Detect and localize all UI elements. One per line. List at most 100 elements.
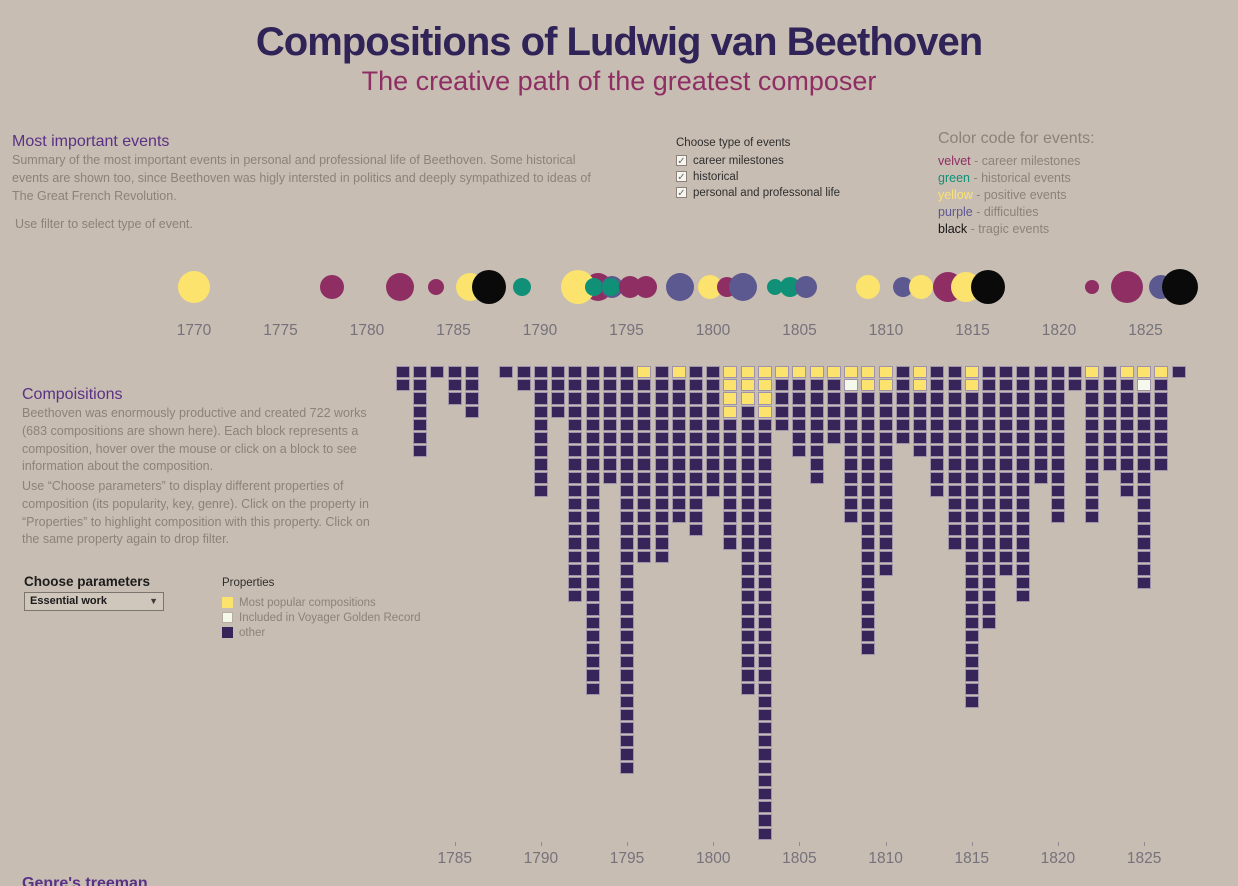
composition-block-1791[interactable] [551, 366, 566, 379]
composition-block-1789[interactable] [516, 379, 531, 392]
event-bubble-1789-green[interactable] [513, 278, 531, 296]
event-bubble-1804-green[interactable] [767, 279, 783, 295]
composition-block-1803[interactable] [757, 801, 772, 814]
composition-block-1806[interactable] [809, 366, 824, 379]
composition-block-1795[interactable] [620, 629, 635, 642]
composition-block-1792[interactable] [568, 577, 583, 590]
composition-block-1799[interactable] [688, 511, 703, 524]
composition-block-1798[interactable] [671, 379, 686, 392]
composition-block-1793[interactable] [585, 392, 600, 405]
composition-block-1822[interactable] [1085, 379, 1100, 392]
event-type-checkbox-personal[interactable]: ✓ personal and professonal life [676, 185, 840, 200]
composition-block-1796[interactable] [637, 431, 652, 445]
composition-block-1818[interactable] [1016, 524, 1031, 537]
composition-block-1824[interactable] [1119, 392, 1134, 405]
composition-block-1803[interactable] [757, 524, 772, 537]
composition-block-1825[interactable] [1137, 563, 1152, 576]
composition-block-1806[interactable] [809, 431, 824, 445]
composition-block-1792[interactable] [568, 550, 583, 563]
composition-block-1826[interactable] [1154, 392, 1169, 405]
composition-block-1808[interactable] [844, 497, 859, 511]
composition-block-1803[interactable] [757, 366, 772, 379]
composition-block-1801[interactable] [723, 484, 738, 497]
composition-block-1813[interactable] [930, 405, 945, 418]
composition-block-1808[interactable] [844, 418, 859, 431]
composition-block-1799[interactable] [688, 405, 703, 418]
composition-block-1817[interactable] [999, 511, 1014, 524]
composition-block-1795[interactable] [620, 669, 635, 682]
composition-block-1793[interactable] [585, 511, 600, 524]
composition-block-1814[interactable] [947, 524, 962, 537]
composition-block-1816[interactable] [981, 458, 996, 471]
composition-block-1823[interactable] [1102, 431, 1117, 445]
composition-block-1784[interactable] [430, 366, 445, 379]
checkbox-icon[interactable]: ✓ [676, 187, 687, 199]
composition-block-1802[interactable] [740, 484, 755, 497]
composition-block-1793[interactable] [585, 431, 600, 445]
composition-block-1817[interactable] [999, 497, 1014, 511]
composition-block-1818[interactable] [1016, 484, 1031, 497]
composition-block-1799[interactable] [688, 366, 703, 379]
composition-block-1795[interactable] [620, 735, 635, 748]
composition-block-1808[interactable] [844, 379, 859, 392]
composition-block-1802[interactable] [740, 392, 755, 405]
composition-block-1793[interactable] [585, 379, 600, 392]
composition-block-1792[interactable] [568, 511, 583, 524]
composition-block-1790[interactable] [533, 471, 548, 484]
composition-block-1816[interactable] [981, 431, 996, 445]
composition-block-1809[interactable] [861, 458, 876, 471]
composition-block-1807[interactable] [826, 379, 841, 392]
composition-block-1817[interactable] [999, 392, 1014, 405]
composition-block-1803[interactable] [757, 735, 772, 748]
composition-block-1793[interactable] [585, 616, 600, 629]
composition-block-1822[interactable] [1085, 392, 1100, 405]
composition-block-1801[interactable] [723, 537, 738, 550]
composition-block-1805[interactable] [792, 379, 807, 392]
composition-block-1803[interactable] [757, 774, 772, 787]
composition-block-1815[interactable] [964, 603, 979, 616]
composition-block-1797[interactable] [654, 418, 669, 431]
composition-block-1816[interactable] [981, 405, 996, 418]
composition-block-1783[interactable] [413, 366, 428, 379]
composition-block-1794[interactable] [602, 458, 617, 471]
composition-block-1808[interactable] [844, 484, 859, 497]
event-bubble-1812-yellow[interactable] [909, 275, 933, 299]
composition-block-1822[interactable] [1085, 431, 1100, 445]
composition-block-1790[interactable] [533, 379, 548, 392]
composition-block-1798[interactable] [671, 471, 686, 484]
composition-block-1810[interactable] [878, 484, 893, 497]
composition-block-1809[interactable] [861, 379, 876, 392]
composition-block-1802[interactable] [740, 656, 755, 669]
composition-block-1801[interactable] [723, 392, 738, 405]
composition-block-1809[interactable] [861, 497, 876, 511]
property-item-p[interactable]: other [222, 625, 421, 640]
composition-block-1803[interactable] [757, 550, 772, 563]
composition-block-1820[interactable] [1050, 471, 1065, 484]
composition-block-1803[interactable] [757, 629, 772, 642]
composition-block-1803[interactable] [757, 708, 772, 722]
composition-block-1802[interactable] [740, 590, 755, 603]
composition-block-1814[interactable] [947, 392, 962, 405]
composition-block-1822[interactable] [1085, 458, 1100, 471]
composition-block-1816[interactable] [981, 418, 996, 431]
composition-block-1803[interactable] [757, 788, 772, 801]
composition-block-1790[interactable] [533, 484, 548, 497]
composition-block-1824[interactable] [1119, 471, 1134, 484]
event-bubble-1802-slate[interactable] [729, 273, 757, 301]
composition-block-1818[interactable] [1016, 577, 1031, 590]
composition-block-1811[interactable] [895, 392, 910, 405]
event-bubble-1805-green[interactable] [780, 277, 800, 297]
composition-block-1801[interactable] [723, 511, 738, 524]
composition-block-1819[interactable] [1033, 431, 1048, 445]
composition-block-1803[interactable] [757, 563, 772, 576]
composition-block-1801[interactable] [723, 405, 738, 418]
composition-block-1802[interactable] [740, 550, 755, 563]
composition-block-1796[interactable] [637, 511, 652, 524]
composition-block-1799[interactable] [688, 458, 703, 471]
composition-block-1817[interactable] [999, 484, 1014, 497]
event-bubble-1827-black[interactable] [1162, 269, 1198, 305]
composition-block-1803[interactable] [757, 484, 772, 497]
composition-block-1795[interactable] [620, 577, 635, 590]
composition-block-1803[interactable] [757, 814, 772, 827]
composition-block-1816[interactable] [981, 550, 996, 563]
